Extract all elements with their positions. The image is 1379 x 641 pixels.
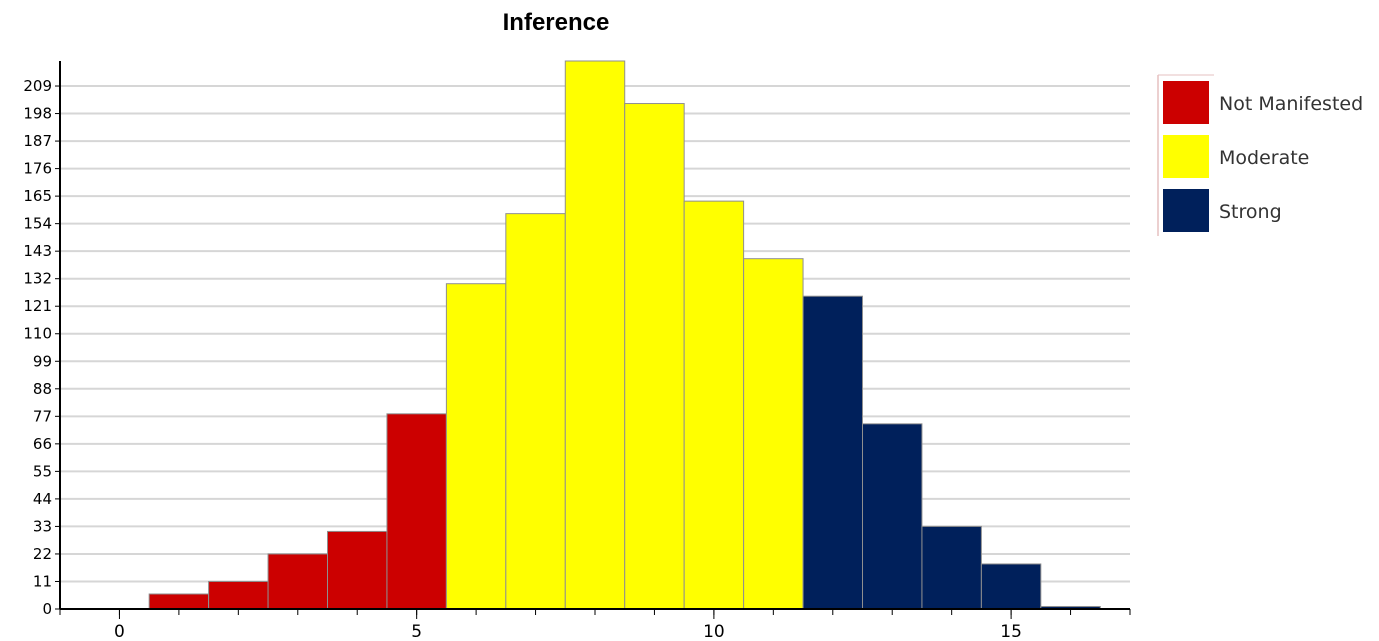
y-tick-label: 209 (23, 77, 52, 95)
y-tick-label: 154 (23, 215, 52, 233)
legend: Not Manifested Moderate Strong (1157, 74, 1363, 236)
bar (743, 258, 804, 610)
bar (327, 530, 388, 610)
bar (862, 423, 923, 610)
y-tick-label: 33 (33, 517, 52, 535)
bar (208, 580, 269, 610)
chart-title: Inference (503, 9, 610, 36)
legend-label: Moderate (1219, 147, 1309, 169)
bar (921, 525, 982, 610)
legend-swatch (1163, 81, 1209, 124)
bar (980, 563, 1042, 610)
bars (148, 60, 1101, 610)
bar (802, 295, 863, 610)
legend-swatch (1163, 189, 1209, 232)
bar (683, 200, 745, 610)
y-tick-label: 176 (23, 160, 52, 178)
y-tick-label: 22 (33, 545, 52, 563)
y-tick-label: 165 (23, 187, 52, 205)
y-tick-label: 110 (23, 325, 52, 343)
x-tick-label: 10 (703, 622, 725, 641)
axes: 0 11 22 33 44 55 66 77 88 99 110 121 132 143 154 165 176… (23, 61, 1131, 641)
bar (624, 103, 685, 610)
y-tick-label: 198 (23, 105, 52, 123)
y-tick-label: 0 (42, 600, 52, 618)
y-tick-label: 55 (33, 462, 52, 480)
y-tick-label: 99 (33, 352, 52, 370)
bar (267, 553, 328, 610)
legend-label: Strong (1219, 201, 1282, 223)
y-tick-label: 66 (33, 435, 52, 453)
y-tick-label: 77 (33, 407, 52, 425)
bar (445, 283, 507, 610)
x-tick-label: 0 (114, 622, 125, 641)
bar (505, 213, 566, 610)
y-tick-label: 121 (23, 297, 52, 315)
bar (148, 593, 210, 610)
y-tick-label: 11 (33, 572, 52, 590)
x-tick-label: 15 (1000, 622, 1022, 641)
legend-label: Not Manifested (1219, 93, 1363, 115)
y-tick-label: 88 (33, 380, 52, 398)
bar (386, 413, 447, 610)
x-tick-label: 5 (411, 622, 422, 641)
y-tick-label: 132 (23, 270, 52, 288)
y-tick-label: 143 (23, 242, 52, 260)
y-tick-label: 44 (33, 490, 52, 508)
bar (564, 60, 626, 610)
legend-swatch (1163, 135, 1209, 178)
y-tick-label: 187 (23, 132, 52, 150)
